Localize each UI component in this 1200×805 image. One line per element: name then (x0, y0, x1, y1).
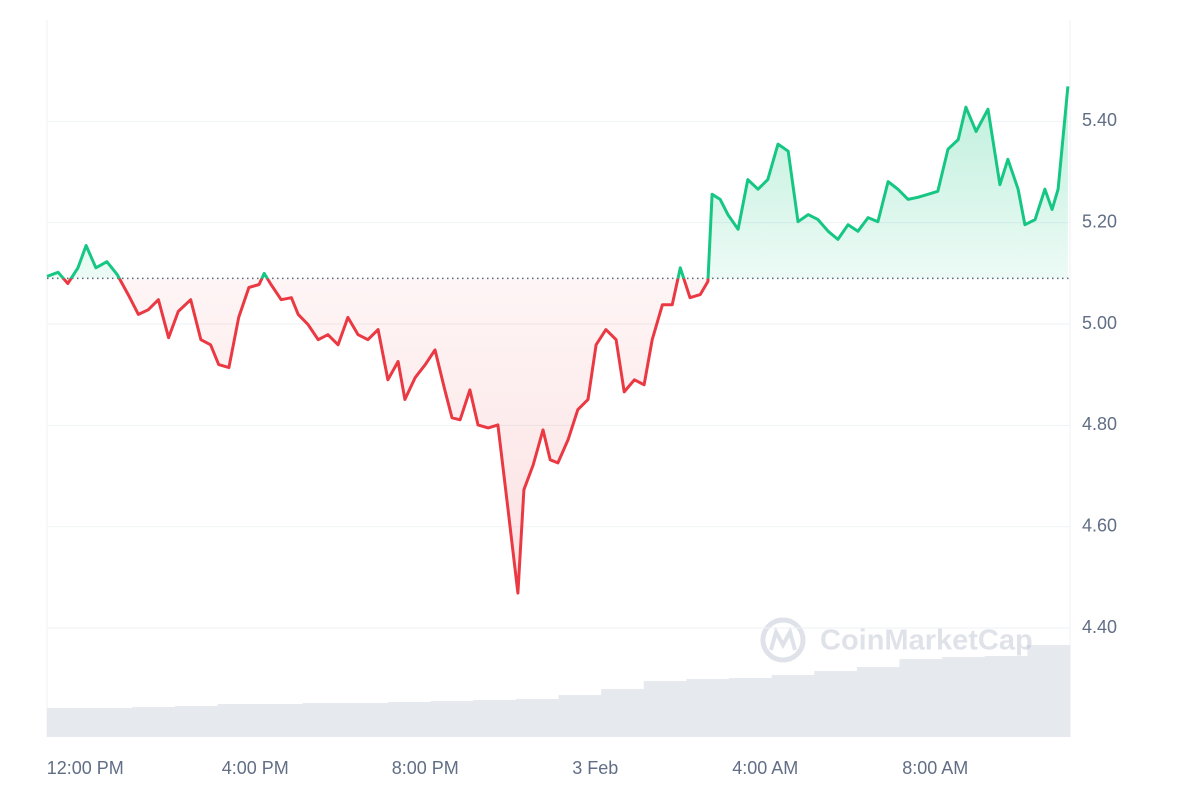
y-tick-label: 5.40 (1082, 110, 1117, 130)
volume-bar (814, 671, 858, 737)
volume-bar (47, 708, 91, 737)
volume-bar (388, 702, 432, 737)
volume-bar (430, 701, 474, 737)
price-line (46, 86, 1070, 595)
volume-bar (771, 675, 815, 737)
volume-bar (899, 659, 943, 737)
volume-bar (302, 703, 346, 737)
volume-bar (260, 704, 304, 737)
volume-bar (643, 681, 687, 737)
volume-bar (856, 667, 900, 737)
x-tick-label: 8:00 PM (392, 758, 459, 778)
watermark-text: CoinMarketCap (820, 625, 1033, 657)
y-tick-label: 4.80 (1082, 414, 1117, 434)
volume-bar (217, 704, 261, 737)
y-tick-label: 4.60 (1082, 515, 1117, 535)
price-area (47, 86, 1068, 594)
y-tick-label: 5.00 (1082, 313, 1117, 333)
volume-bar (132, 707, 176, 737)
volume-bar (345, 703, 389, 737)
volume-bar (89, 708, 133, 737)
volume-bar (473, 700, 517, 737)
x-tick-label: 12:00 PM (47, 758, 124, 778)
x-tick-label: 4:00 PM (222, 758, 289, 778)
volume-bar (601, 689, 645, 737)
x-tick-label: 3 Feb (572, 758, 618, 778)
volume-bar (515, 699, 559, 737)
volume-bar (942, 657, 986, 737)
x-tick-label: 4:00 AM (732, 758, 798, 778)
volume-bar (984, 656, 1028, 737)
volume-bar (558, 695, 602, 737)
volume-bar (174, 706, 218, 737)
y-tick-label: 5.20 (1082, 211, 1117, 231)
volume-bar (686, 679, 730, 737)
watermark: CoinMarketCap (760, 617, 1033, 663)
y-tick-label: 4.40 (1082, 617, 1117, 637)
volume-bar (1027, 645, 1071, 737)
volume-bar (729, 678, 773, 737)
x-tick-label: 8:00 AM (902, 758, 968, 778)
